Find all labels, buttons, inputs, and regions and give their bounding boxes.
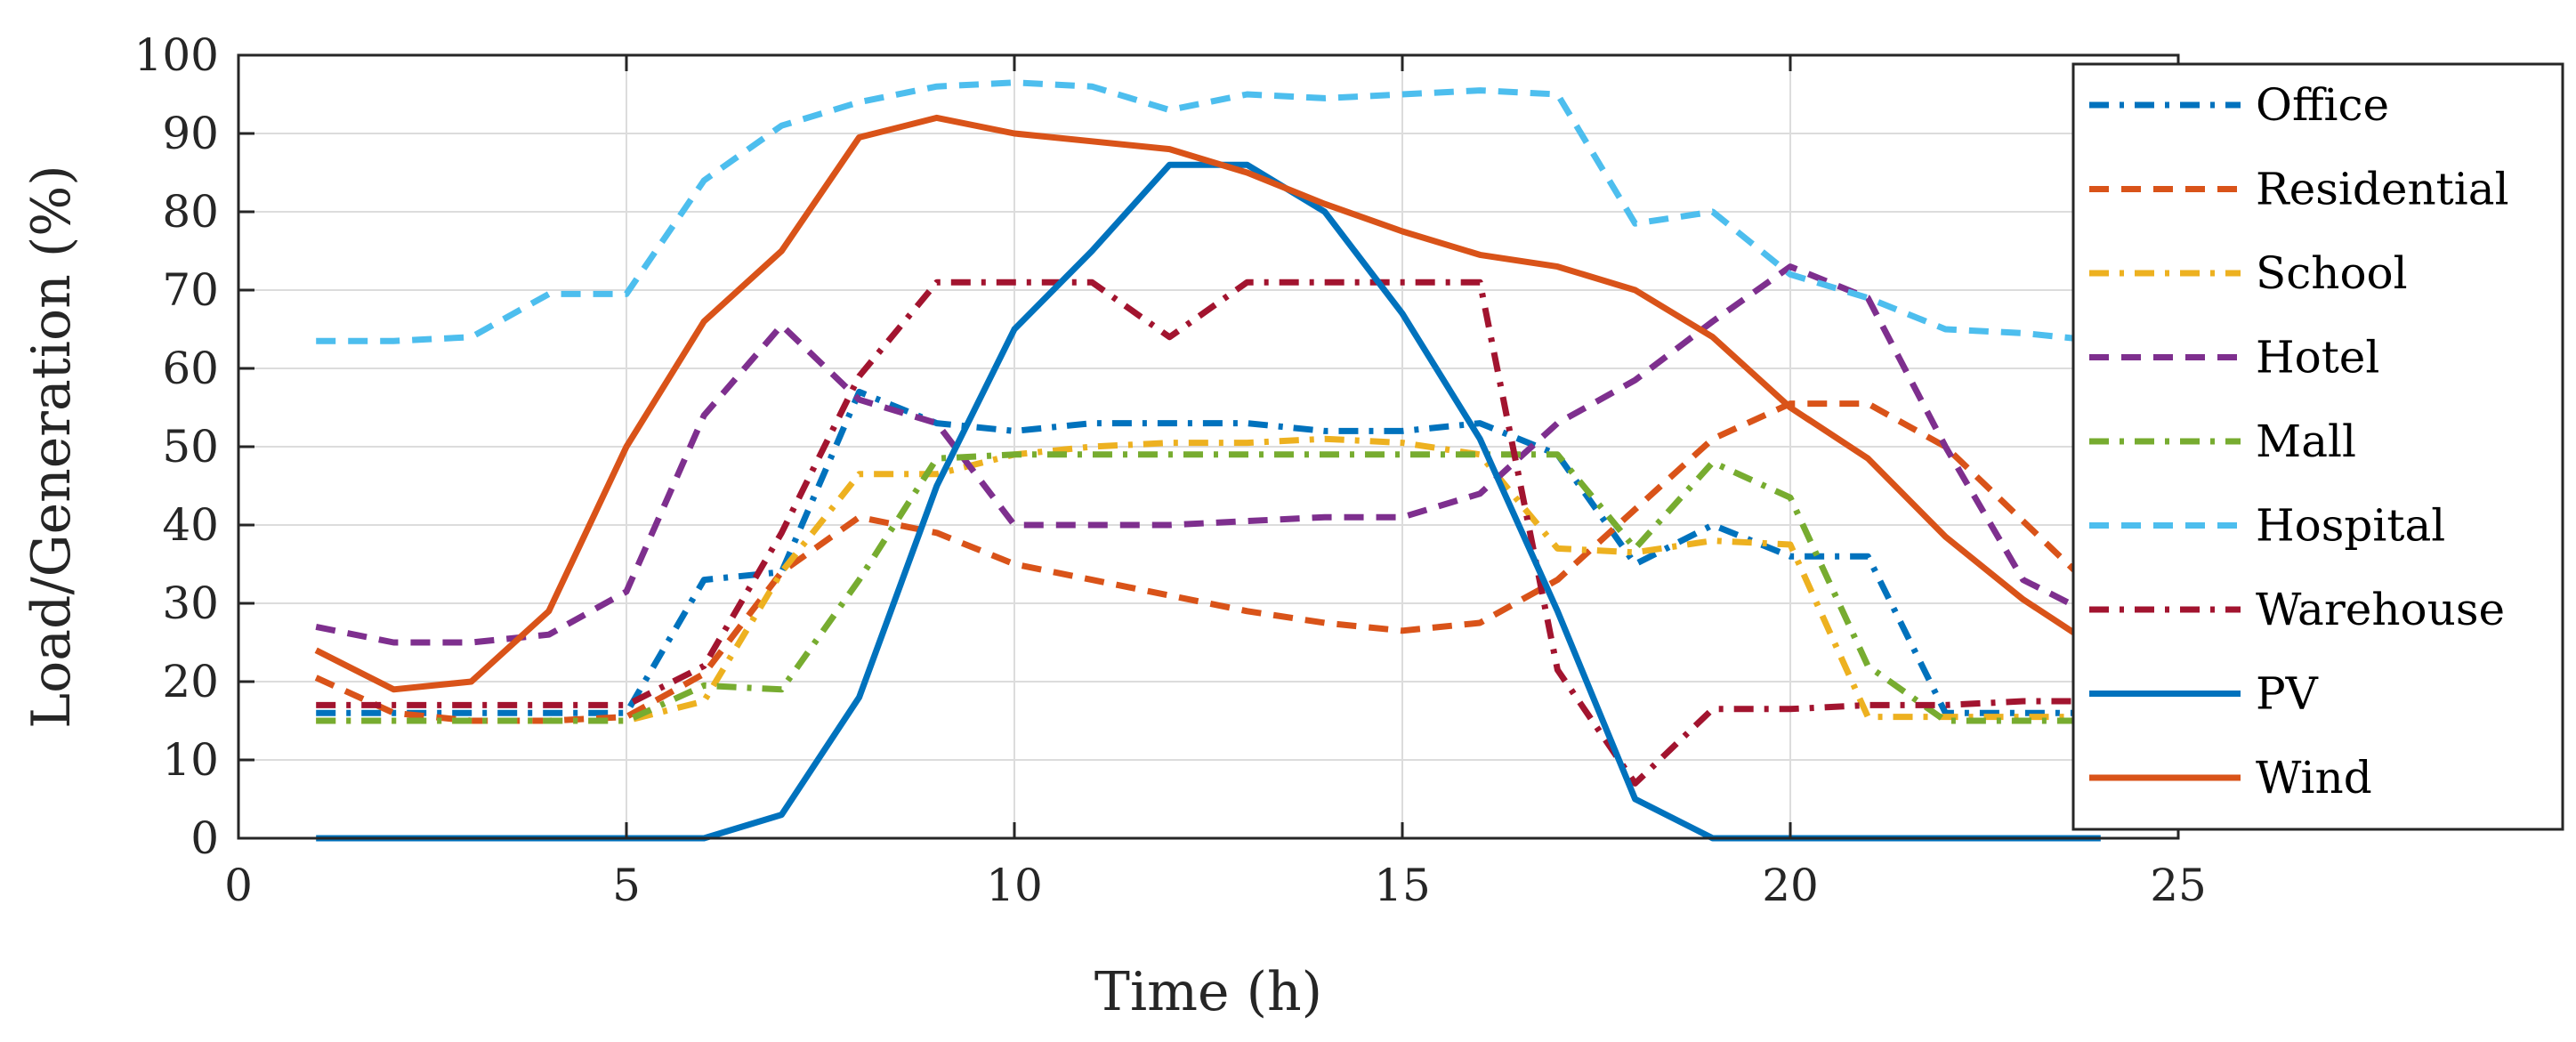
- series-line-warehouse: [316, 279, 2101, 787]
- y-tick-label: 80: [162, 186, 219, 238]
- series-line-residential: [314, 400, 2104, 724]
- y-tick-label: 40: [162, 499, 219, 551]
- x-axis-label: Time (h): [1094, 961, 1322, 1023]
- series-line-pv: [316, 161, 2101, 842]
- legend-label-school: School: [2256, 247, 2408, 299]
- y-axis-label: Load/Generation (%): [20, 165, 83, 728]
- legend: Office Residential School Hotel Mall Hospital…: [2071, 62, 2564, 831]
- series-line-mall: [316, 451, 2101, 724]
- series-layer: [314, 79, 2104, 842]
- y-tick-label: 70: [162, 264, 219, 316]
- series-line-hotel: [315, 263, 2103, 646]
- y-tick-label: 30: [162, 578, 219, 629]
- x-tick-label: 5: [612, 860, 641, 911]
- legend-label-hospital: Hospital: [2256, 500, 2445, 552]
- legend-label-warehouse: Warehouse: [2256, 584, 2505, 635]
- legend-label-office: Office: [2256, 79, 2389, 131]
- series-line-office: [316, 388, 2101, 716]
- y-axis-ticks: 0 10 20 30 40 50 60 70 80 90 100: [134, 29, 2178, 864]
- series-line-wind: [314, 114, 2103, 693]
- x-tick-label: 10: [986, 860, 1043, 911]
- legend-label-pv: PV: [2256, 668, 2319, 720]
- y-tick-label: 50: [162, 421, 219, 473]
- x-tick-label: 25: [2150, 860, 2207, 911]
- series-line-school: [316, 435, 2101, 724]
- x-tick-label: 20: [1762, 860, 1819, 911]
- y-tick-label: 20: [162, 656, 219, 707]
- x-axis-ticks: 0 5 10 15 20 25: [224, 55, 2207, 911]
- y-tick-label: 60: [162, 343, 219, 394]
- x-tick-label: 0: [224, 860, 253, 911]
- legend-label-hotel: Hotel: [2256, 332, 2379, 384]
- y-tick-label: 10: [162, 734, 219, 786]
- x-tick-label: 15: [1374, 860, 1431, 911]
- y-tick-label: 90: [162, 108, 219, 159]
- legend-label-mall: Mall: [2256, 416, 2356, 467]
- series-line-hospital: [316, 79, 2102, 344]
- y-tick-label: 0: [190, 812, 219, 864]
- legend-label-wind: Wind: [2256, 752, 2372, 804]
- y-tick-label: 100: [134, 29, 219, 81]
- legend-label-residential: Residential: [2256, 164, 2509, 215]
